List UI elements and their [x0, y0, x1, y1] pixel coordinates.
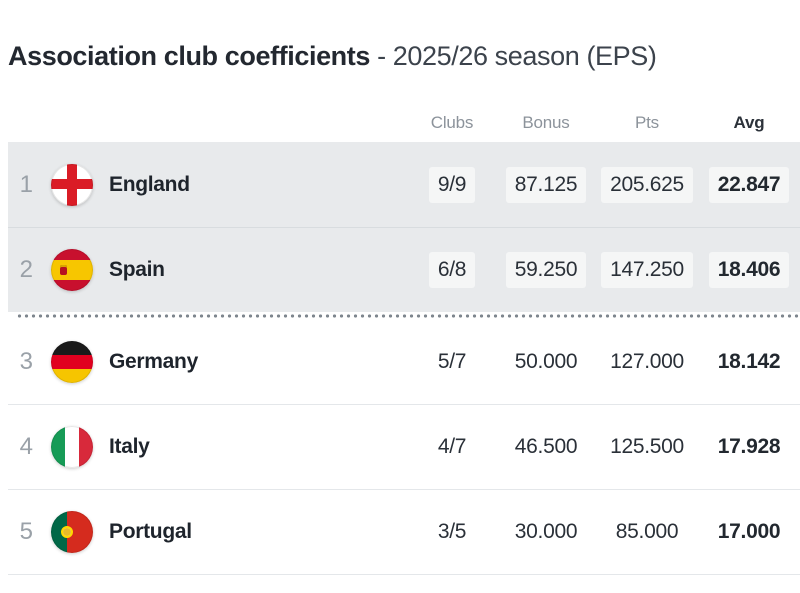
pts-value: 205.625 [596, 166, 698, 203]
column-header-pts: Pts [635, 113, 659, 132]
rank-value: 4 [19, 433, 33, 460]
table-row-spain[interactable]: 2 Spain 6/8 59.250 147.250 18.406 [8, 227, 800, 312]
avg-value: 17.000 [698, 514, 800, 550]
coefficients-widget: Association club coefficients - 2025/26 … [0, 38, 800, 593]
country-name: England [109, 172, 190, 196]
bonus-value: 46.500 [496, 429, 596, 465]
qualification-cutoff-separator [16, 312, 800, 320]
clubs-value: 4/7 [408, 429, 496, 465]
clubs-value: 3/5 [408, 514, 496, 550]
italy-flag-icon [51, 426, 93, 468]
bonus-value: 87.125 [496, 166, 596, 203]
table-row-italy[interactable]: 4 Italy 4/7 46.500 125.500 17.928 [8, 405, 800, 490]
rank-value: 2 [19, 256, 33, 283]
spain-flag-icon [51, 249, 93, 291]
avg-value: 18.406 [698, 252, 800, 288]
germany-flag-icon [51, 341, 93, 383]
bonus-value: 30.000 [496, 514, 596, 550]
avg-value: 17.928 [698, 429, 800, 465]
bonus-value: 50.000 [496, 344, 596, 380]
clubs-value: 5/7 [408, 344, 496, 380]
column-header-bonus: Bonus [522, 113, 570, 132]
rank-value: 1 [19, 170, 33, 198]
avg-value: 18.142 [698, 344, 800, 380]
pts-value: 85.000 [596, 514, 698, 550]
country-name: Spain [109, 258, 165, 281]
avg-value: 22.847 [698, 166, 800, 203]
country-name: Germany [109, 350, 198, 373]
page-title: Association club coefficients - 2025/26 … [8, 38, 800, 74]
pts-value: 147.250 [596, 252, 698, 288]
country-name: Italy [109, 435, 150, 458]
table-body: 1 England 9/9 87.125 205.625 22.847 2 Sp… [8, 142, 800, 575]
clubs-value: 6/8 [408, 252, 496, 288]
table-row-england[interactable]: 1 England 9/9 87.125 205.625 22.847 [8, 142, 800, 227]
table-row-portugal[interactable]: 5 Portugal 3/5 30.000 85.000 17.000 [8, 490, 800, 575]
bonus-value: 59.250 [496, 252, 596, 288]
column-header-clubs: Clubs [430, 113, 474, 132]
pts-value: 125.500 [596, 429, 698, 465]
page-title-season: - 2025/26 season (EPS) [369, 41, 657, 71]
rank-value: 3 [19, 348, 33, 375]
rank-value: 5 [19, 518, 33, 545]
page-title-main: Association club coefficients [8, 41, 370, 71]
table-header-row: Clubs Bonus Pts Avg [8, 100, 800, 142]
clubs-value: 9/9 [408, 166, 496, 203]
country-name: Portugal [109, 520, 192, 543]
england-flag-icon [51, 163, 93, 206]
pts-value: 127.000 [596, 344, 698, 380]
portugal-flag-icon [51, 511, 93, 553]
table-row-germany[interactable]: 3 Germany 5/7 50.000 127.000 18.142 [8, 320, 800, 405]
column-header-avg: Avg [733, 113, 765, 132]
